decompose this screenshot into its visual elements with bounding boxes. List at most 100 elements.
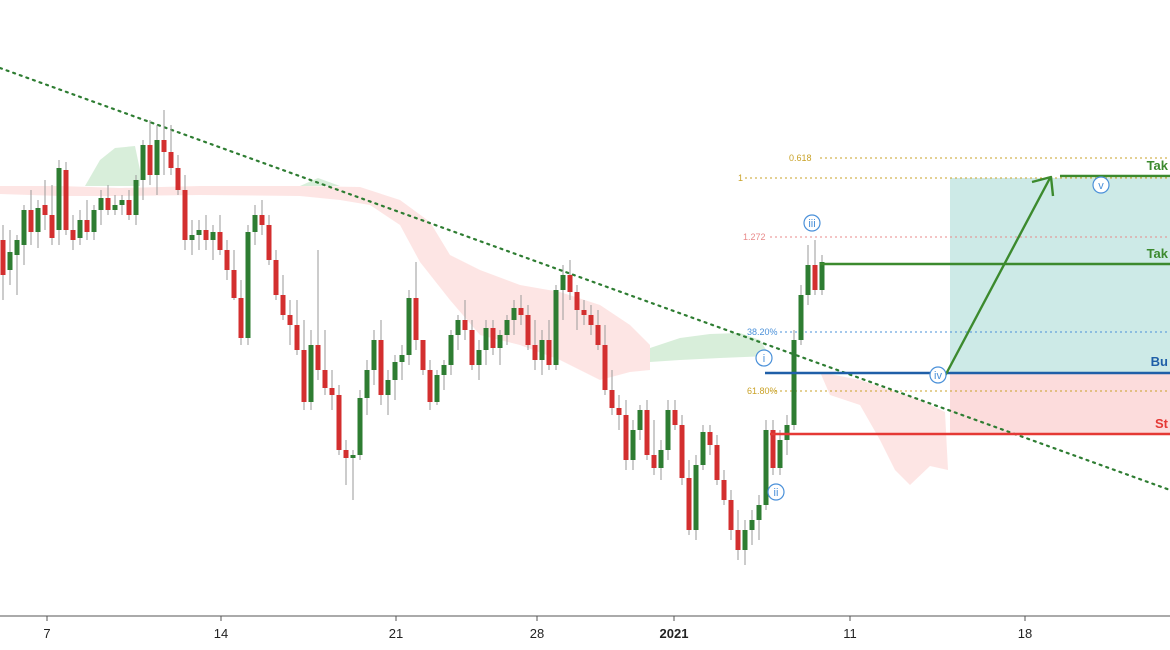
candle-down (623, 415, 629, 460)
candle-down (182, 190, 188, 240)
cloud-bull (650, 333, 770, 362)
candle-up (392, 362, 398, 380)
candle-up (385, 380, 391, 395)
buy-entry-label: Bu (1151, 354, 1168, 369)
candle-up (434, 375, 440, 402)
candle-down (168, 152, 174, 168)
x-tick-label: 21 (389, 626, 403, 641)
risk-reward-zones (950, 178, 1170, 434)
candle-up (189, 235, 195, 240)
candle-down (224, 250, 230, 270)
candle-down (567, 275, 573, 292)
candle-up (35, 208, 41, 232)
candle-up (763, 430, 769, 505)
x-tick-label: 2021 (660, 626, 689, 641)
fib-label: 1.272 (743, 232, 766, 242)
projection-arrow (943, 177, 1052, 377)
candle-down (203, 230, 209, 240)
candle-down (63, 170, 69, 230)
wave-circle (803, 214, 821, 232)
candle-up (245, 232, 251, 338)
candle-down (329, 388, 335, 395)
candle-up (553, 290, 559, 365)
candle-down (595, 325, 601, 345)
candle-up (98, 198, 104, 210)
candle-down (0, 240, 6, 275)
wave-circle (755, 349, 773, 367)
candle-down (588, 315, 594, 325)
candle-up (665, 410, 671, 450)
candle-up (504, 320, 510, 335)
candle-down (721, 480, 727, 500)
candle-down (686, 478, 692, 530)
candle-down (420, 340, 426, 370)
candle-up (476, 350, 482, 365)
fibonacci-levels: 0.618 1 1.272 38.20% 61.80% (738, 153, 1170, 396)
candle-down (301, 350, 307, 402)
candle-down (609, 390, 615, 408)
candle-down (105, 198, 111, 210)
candle-down (714, 445, 720, 480)
stop-loss-zone (950, 373, 1170, 434)
candle-up (455, 320, 461, 335)
candle-up (406, 298, 412, 355)
candle-down (126, 200, 132, 215)
descending-trendline (0, 66, 1170, 492)
candle-up (308, 345, 314, 402)
candle-up (539, 340, 545, 360)
candle-up (399, 355, 405, 362)
x-tick-label: 11 (843, 626, 857, 641)
candle-up (14, 240, 20, 255)
candle-down (28, 210, 34, 232)
candle-up (364, 370, 370, 398)
candle-down (644, 410, 650, 455)
candle-up (693, 465, 699, 530)
candle-up (154, 140, 160, 175)
candle-down (602, 345, 608, 390)
candle-down (728, 500, 734, 530)
candle-down (231, 270, 237, 298)
wave-label-i: i (763, 353, 765, 365)
candle-down (469, 330, 475, 365)
wave-circle (767, 483, 785, 501)
candle-up (805, 265, 811, 295)
candle-up (252, 215, 258, 232)
candle-down (707, 432, 713, 445)
trade-levels: Tak Tak Bu St (765, 158, 1170, 436)
candles (0, 110, 825, 565)
candle-down (525, 315, 531, 345)
wave-label-ii: ii (774, 487, 779, 499)
candle-down (49, 215, 55, 238)
candle-down (616, 408, 622, 415)
candle-down (532, 345, 538, 360)
candle-down (315, 345, 321, 370)
stop-loss-label: St (1155, 416, 1169, 431)
candle-up (511, 308, 517, 320)
projection-arrowhead (1031, 175, 1055, 197)
candle-up (448, 335, 454, 365)
candle-down (574, 292, 580, 310)
wave-label-v: v (1098, 180, 1104, 192)
candle-up (637, 410, 643, 430)
candle-down (735, 530, 741, 550)
candle-down (581, 310, 587, 315)
candle-down (651, 455, 657, 468)
candle-up (658, 450, 664, 468)
trendline (0, 66, 1170, 492)
candle-up (77, 220, 83, 238)
wave-circle (1092, 176, 1110, 194)
fib-label: 61.80% (747, 386, 778, 396)
cloud-bull (300, 178, 340, 186)
candle-up (133, 180, 139, 215)
candle-up (819, 262, 825, 290)
candle-down (42, 205, 48, 215)
candle-down (336, 395, 342, 450)
candle-down (490, 328, 496, 348)
candle-up (700, 432, 706, 465)
candle-up (91, 210, 97, 232)
candle-up (756, 505, 762, 520)
fib-label: 38.20% (747, 327, 778, 337)
candle-up (112, 205, 118, 210)
